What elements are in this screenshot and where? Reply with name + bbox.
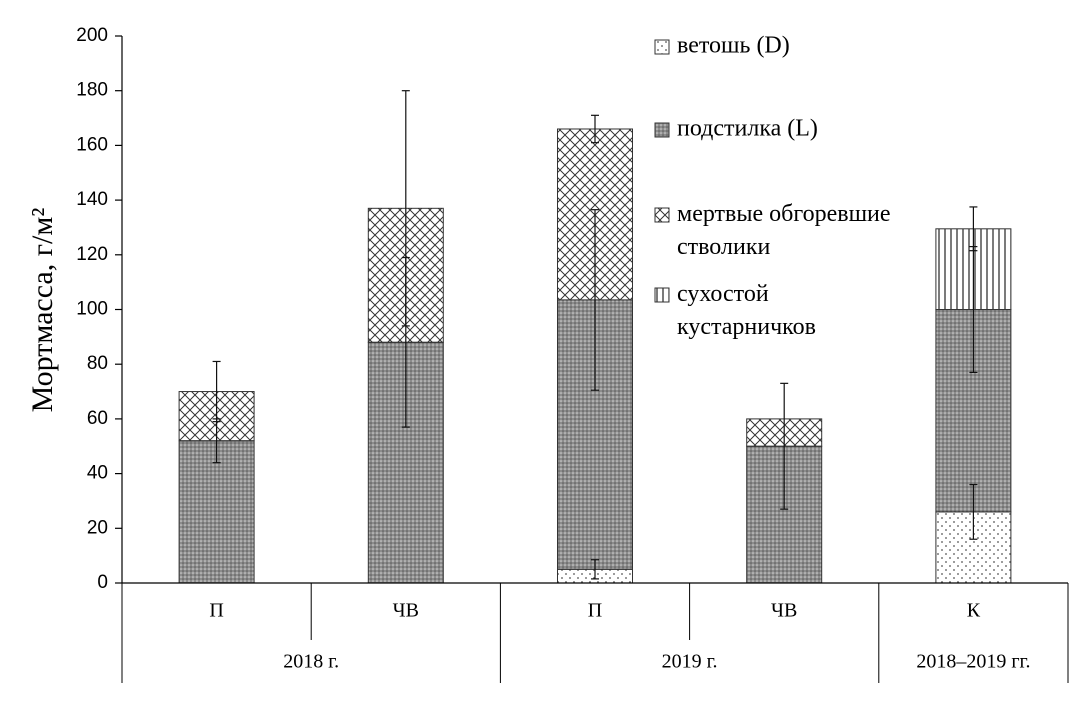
x-tick-label: П bbox=[588, 600, 602, 622]
error-bar bbox=[591, 114, 599, 144]
group-label: 2019 г. bbox=[662, 651, 718, 673]
y-tick-label: 160 bbox=[76, 134, 108, 155]
y-tick-label: 140 bbox=[76, 189, 108, 210]
x-tick-label: П bbox=[209, 600, 223, 622]
bar-segment bbox=[178, 440, 255, 584]
group-label: 2018–2019 гг. bbox=[916, 651, 1030, 673]
legend-label: сухостой кустарничков bbox=[677, 281, 816, 340]
legend-swatch bbox=[654, 207, 670, 223]
group-label: 2018 г. bbox=[283, 651, 339, 673]
y-tick-label: 40 bbox=[87, 463, 108, 484]
y-tick-label: 20 bbox=[87, 517, 108, 538]
legend-swatch bbox=[654, 39, 670, 55]
error-bar bbox=[969, 206, 978, 252]
x-tick-label: ЧВ bbox=[771, 600, 797, 622]
error-bar bbox=[591, 559, 599, 580]
legend-swatch bbox=[654, 287, 670, 303]
legend-label: ветошь (D) bbox=[677, 33, 790, 59]
y-tick-label: 180 bbox=[76, 80, 108, 101]
y-tick-label: 120 bbox=[76, 244, 108, 265]
error-bar bbox=[401, 90, 410, 327]
legend-swatch bbox=[654, 122, 670, 138]
legend-label: мертвые обгоревшие стволики bbox=[677, 201, 891, 260]
error-bar bbox=[780, 382, 789, 510]
y-tick-label: 80 bbox=[87, 353, 108, 374]
x-tick-label: ЧВ bbox=[393, 600, 419, 622]
y-tick-label: 100 bbox=[76, 299, 108, 320]
x-tick-label: К bbox=[967, 600, 981, 622]
y-tick-label: 60 bbox=[87, 408, 108, 429]
error-bar bbox=[212, 360, 221, 423]
y-axis-label: Мортмасса, г/м² bbox=[26, 208, 59, 413]
y-tick-label: 200 bbox=[76, 25, 108, 46]
error-bar bbox=[591, 209, 599, 391]
y-tick-label: 0 bbox=[97, 572, 108, 593]
error-bar bbox=[969, 483, 978, 540]
legend-label: подстилка (L) bbox=[677, 116, 818, 142]
